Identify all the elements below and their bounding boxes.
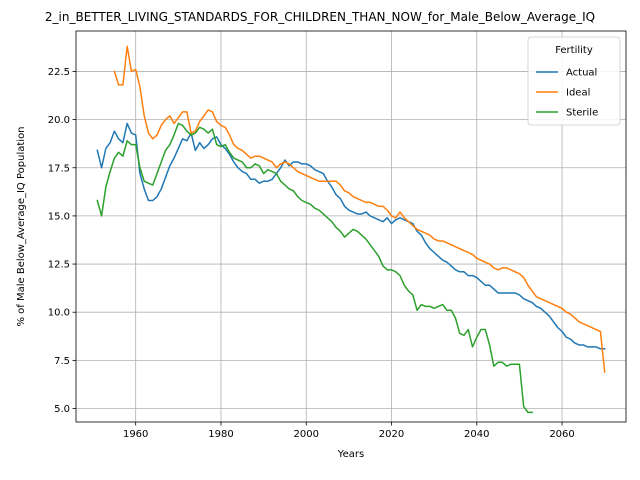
axis-ticks: 1960 1980 2000 2020 2040 2060 5.0 7.5 10.0 12.5 15… — [48, 67, 575, 440]
chart-title: 2_in_BETTER_LIVING_STANDARDS_FOR_CHILDRE… — [45, 10, 595, 24]
series-lines — [96, 45, 606, 414]
legend: Fertility Actual Ideal Sterile — [527, 36, 621, 126]
y-tick-label: 22.5 — [48, 67, 70, 78]
legend-box — [527, 36, 621, 126]
y-tick-label: 20.0 — [48, 115, 70, 126]
series-line-ideal — [113, 45, 606, 373]
plot-frame — [75, 30, 627, 423]
x-tick-label: 2060 — [549, 429, 574, 440]
series-line-sterile — [96, 122, 533, 414]
x-axis-label: Years — [337, 449, 364, 460]
x-tick-label: 2020 — [379, 429, 404, 440]
x-tick-label: 2000 — [294, 429, 319, 440]
legend-label-ideal: Ideal — [566, 88, 590, 99]
legend-label-sterile: Sterile — [566, 108, 598, 119]
y-tick-label: 5.0 — [54, 404, 70, 415]
grid — [76, 31, 626, 422]
y-tick-label: 17.5 — [48, 163, 70, 174]
x-tick-label: 2040 — [464, 429, 489, 440]
series-line-actual — [96, 122, 606, 350]
x-tick-label: 1980 — [208, 429, 233, 440]
y-tick-label: 12.5 — [48, 260, 70, 271]
y-tick-label: 15.0 — [48, 211, 70, 222]
legend-label-actual: Actual — [566, 68, 597, 79]
y-tick-label: 7.5 — [54, 356, 70, 367]
y-axis-label: % of Male Below_Average_IQ Population — [16, 126, 27, 326]
y-tick-label: 10.0 — [48, 308, 70, 319]
x-tick-label: 1960 — [123, 429, 148, 440]
legend-title: Fertility — [555, 45, 593, 56]
